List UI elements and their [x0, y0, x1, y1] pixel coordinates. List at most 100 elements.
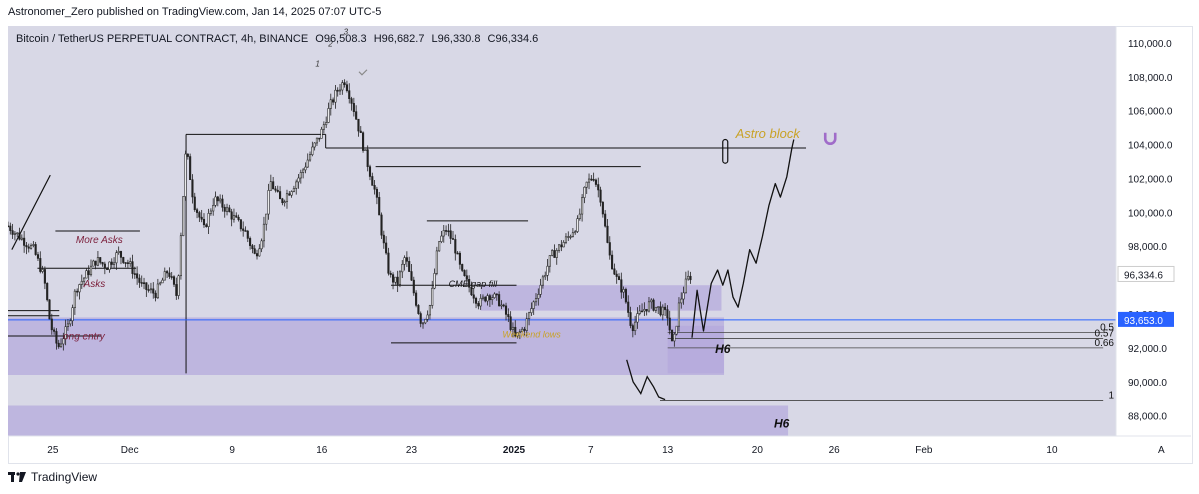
candle-body: [131, 261, 134, 274]
price-chart[interactable]: More Asks Asks ong entry CME gap fill Weeken…: [8, 26, 1191, 462]
candle-body: [481, 296, 485, 299]
candle-body: [64, 326, 67, 339]
candle-body: [345, 84, 348, 92]
candle-body: [689, 275, 692, 281]
candle-body: [129, 261, 132, 264]
candle-body: [673, 333, 676, 342]
candle-body: [604, 213, 607, 227]
candle-body: [290, 191, 293, 196]
candle-body: [463, 270, 466, 277]
candle-body: [106, 267, 109, 270]
candle-body: [225, 207, 229, 212]
candle-body: [544, 275, 547, 278]
candle-body: [622, 289, 625, 293]
candle-body: [113, 262, 116, 265]
candle-body: [186, 153, 189, 157]
candle-body: [170, 276, 173, 278]
candle-body: [237, 216, 240, 220]
candle-body: [279, 191, 282, 200]
candle-body: [156, 283, 159, 299]
candle-body: [202, 218, 206, 226]
candle-body: [454, 239, 457, 254]
candle-body: [315, 137, 319, 144]
candle-body: [592, 179, 595, 181]
candle-body: [138, 277, 141, 283]
candle-body: [525, 318, 528, 331]
time-tick-label: 13: [662, 445, 674, 456]
candle-body: [555, 250, 558, 258]
candle-body: [447, 230, 450, 233]
candle-body: [631, 325, 634, 332]
candle-body: [375, 188, 378, 198]
candle-body: [166, 271, 169, 274]
annotation-label: More Asks: [76, 235, 123, 246]
candle-body: [518, 331, 521, 333]
candle-body: [260, 240, 263, 250]
candle-body: [470, 286, 473, 296]
annotation-label: Weekend lows: [502, 330, 561, 340]
candle-body: [108, 261, 111, 270]
candle-body: [451, 238, 455, 240]
candle-body: [541, 276, 544, 286]
high-value: H96,682.7: [373, 33, 425, 45]
candle-body: [433, 273, 436, 289]
candle-body: [488, 295, 491, 301]
time-tick-label: 9: [229, 445, 235, 456]
candle-body: [32, 244, 35, 246]
candle-body: [177, 275, 180, 296]
candle-body: [267, 190, 270, 215]
publisher-line: Astronomer_Zero published on TradingView…: [8, 6, 382, 18]
candle-body: [149, 288, 153, 291]
candle-body: [313, 142, 316, 148]
candle-body: [136, 273, 139, 279]
blue-price-box: [1118, 311, 1174, 327]
candle-body: [251, 245, 254, 250]
candle-body: [514, 326, 517, 337]
candle-body: [53, 329, 56, 332]
symbol-name[interactable]: Bitcoin / TetherUS PERPETUAL CONTRACT, 4…: [16, 33, 309, 45]
drawn-curve: [626, 359, 666, 401]
candle-body: [442, 230, 445, 237]
footer-brand[interactable]: TradingView: [8, 470, 97, 484]
candle-body: [320, 128, 323, 139]
candle-body: [468, 279, 471, 288]
candle-body: [66, 323, 70, 327]
symbol-info: Bitcoin / TetherUS PERPETUAL CONTRACT, 4…: [16, 33, 542, 45]
candle-body: [179, 235, 182, 277]
candle-body: [611, 254, 614, 270]
annotation-label: H6: [774, 417, 790, 431]
candle-body: [534, 298, 538, 303]
open-value: O96,508.3: [315, 33, 367, 45]
candle-body: [332, 99, 335, 103]
candle-body: [27, 246, 30, 249]
candle-body: [142, 282, 146, 284]
candle-body: [435, 250, 438, 274]
candle-body: [426, 314, 429, 320]
candle-body: [78, 284, 81, 293]
candle-body: [537, 294, 540, 299]
candle-body: [387, 252, 390, 274]
candle-body: [440, 235, 443, 242]
candle-body: [299, 172, 302, 179]
candle-body: [613, 268, 616, 275]
candle-body: [606, 225, 609, 243]
candle-body: [394, 276, 397, 283]
candle-body: [110, 261, 113, 265]
candle-body: [230, 211, 233, 220]
candle-body: [368, 166, 372, 177]
checkmark-icon: [358, 69, 368, 76]
auto-scale-button[interactable]: A: [1158, 445, 1165, 456]
candle-body: [350, 98, 353, 104]
candle-body: [647, 301, 651, 312]
candle-body: [396, 276, 399, 285]
candle-body: [597, 184, 600, 191]
candle-body: [322, 124, 325, 130]
wave-label: 3: [344, 27, 349, 36]
candle-body: [327, 108, 330, 123]
candle-body: [11, 230, 14, 235]
candle-body: [258, 248, 261, 257]
candle-body: [666, 309, 669, 319]
candle-body: [438, 241, 441, 252]
candle-body: [87, 270, 90, 276]
candle-body: [269, 181, 272, 191]
